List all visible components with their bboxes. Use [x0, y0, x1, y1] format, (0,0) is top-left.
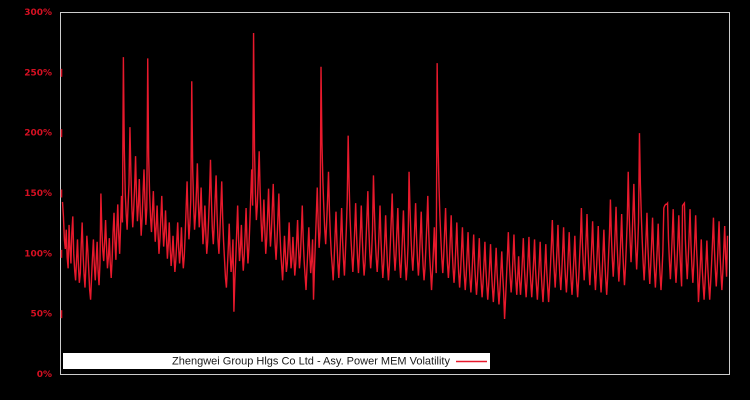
y-axis-tick-labels: 0% 50% 100% 150% 200% 250% 300%	[24, 8, 52, 380]
y-axis-tick-label: 50%	[30, 310, 52, 320]
y-axis-tick-label: 250%	[24, 68, 52, 78]
y-axis-tick-label: 150%	[24, 189, 52, 199]
y-axis-tick-label: 0%	[37, 370, 52, 380]
series-line-volatility	[61, 33, 729, 320]
legend-background	[63, 353, 490, 369]
series-group	[61, 33, 729, 320]
legend[interactable]: Zhengwei Group Hlgs Co Ltd - Asy. Power …	[63, 353, 490, 369]
y-axis-tick-label: 300%	[24, 8, 52, 18]
y-axis-tick-label: 100%	[24, 249, 52, 259]
legend-label: Zhengwei Group Hlgs Co Ltd - Asy. Power …	[172, 355, 450, 367]
y-axis-tick-label: 200%	[24, 129, 52, 139]
plot-frame	[60, 12, 730, 375]
